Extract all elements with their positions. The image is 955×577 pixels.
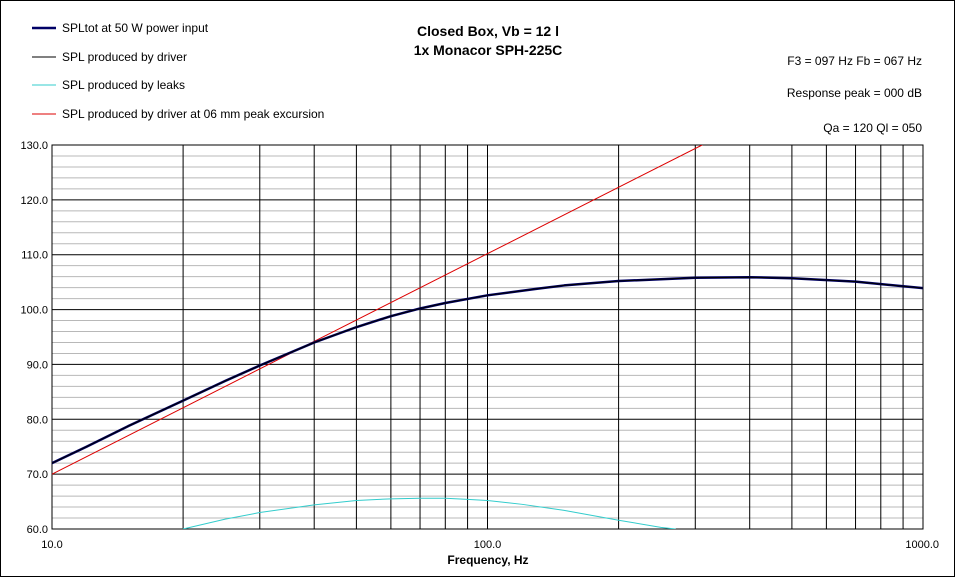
chart-title-line-1: Closed Box, Vb = 12 l bbox=[417, 23, 559, 39]
legend-label-1: SPLtot at 50 W power input bbox=[62, 21, 209, 35]
y-tick-label: 120.0 bbox=[20, 195, 48, 207]
chart-title-line-2: 1x Monacor SPH-225C bbox=[414, 42, 563, 58]
y-tick-label: 90.0 bbox=[27, 359, 48, 371]
info-qa-ql: Qa = 120 Ql = 050 bbox=[823, 121, 922, 135]
info-response-peak: Response peak = 000 dB bbox=[787, 86, 922, 100]
series-line-4 bbox=[52, 145, 703, 475]
y-tick-label: 60.0 bbox=[27, 524, 48, 536]
x-tick-label: 10.0 bbox=[41, 539, 62, 551]
y-tick-label: 70.0 bbox=[27, 469, 48, 481]
y-tick-label: 100.0 bbox=[20, 305, 48, 317]
major-gridlines bbox=[51, 144, 924, 530]
y-tick-label: 110.0 bbox=[21, 250, 48, 262]
x-tick-label: 100.0 bbox=[474, 539, 502, 551]
series-line-3 bbox=[182, 497, 676, 529]
x-axis-tick-labels: 10.0 100.0 1000.0 bbox=[41, 539, 939, 551]
y-tick-label: 80.0 bbox=[27, 414, 48, 426]
y-axis-tick-labels: 60.0 70.0 80.0 90.0 100.0 110.0 120.0 130.0 bbox=[20, 140, 48, 536]
info-f3-fb: F3 = 097 Hz Fb = 067 Hz bbox=[787, 54, 922, 68]
plot-area-border bbox=[51, 144, 924, 530]
y-tick-label: 130.0 bbox=[20, 140, 48, 152]
legend-label-2: SPL produced by driver bbox=[62, 50, 187, 64]
legend: SPLtot at 50 W power input SPL produced … bbox=[32, 21, 324, 121]
legend-label-4: SPL produced by driver at 06 mm peak exc… bbox=[62, 107, 324, 121]
legend-label-3: SPL produced by leaks bbox=[62, 78, 185, 92]
series-layer bbox=[52, 145, 923, 529]
x-tick-label: 1000.0 bbox=[905, 539, 939, 551]
series-line-2 bbox=[52, 276, 923, 464]
x-axis-label: Frequency, Hz bbox=[447, 553, 528, 567]
